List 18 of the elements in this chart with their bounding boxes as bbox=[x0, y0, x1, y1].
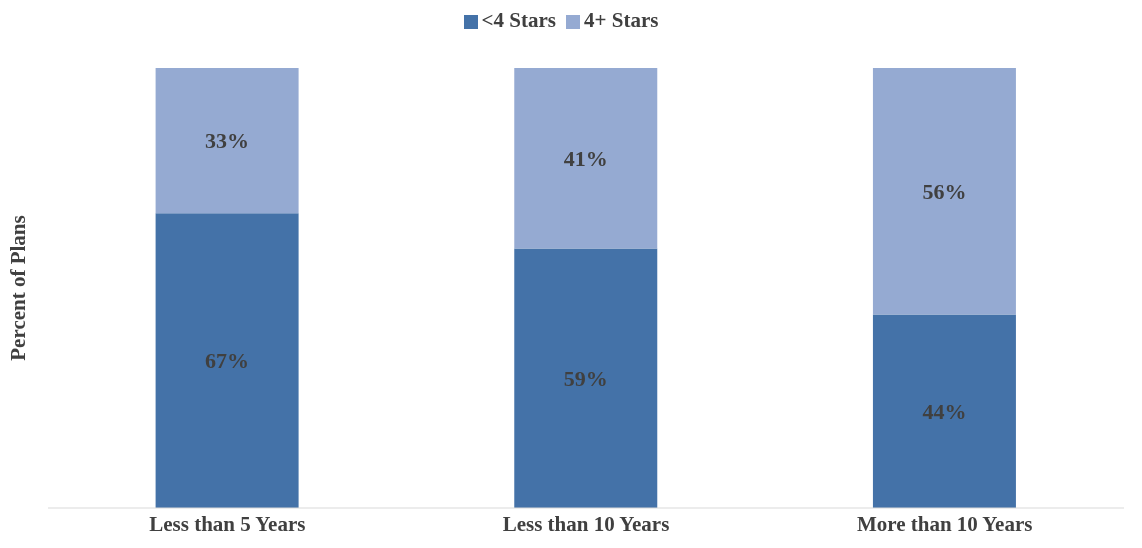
data-label: 41% bbox=[563, 145, 608, 171]
data-label: 33% bbox=[205, 128, 250, 154]
data-label: 56% bbox=[922, 178, 967, 204]
bar bbox=[155, 68, 299, 214]
legend-label: 4+ Stars bbox=[584, 8, 659, 32]
bar bbox=[872, 68, 1016, 315]
y-axis-title: Percent of Plans bbox=[6, 215, 31, 361]
bar bbox=[514, 68, 658, 249]
x-tick-label: Less than 5 Years bbox=[149, 511, 306, 536]
bar bbox=[514, 248, 658, 508]
data-label: 67% bbox=[205, 348, 250, 374]
bar bbox=[872, 314, 1016, 508]
data-label: 44% bbox=[922, 398, 967, 424]
x-tick-label: Less than 10 Years bbox=[502, 511, 670, 536]
data-label: 59% bbox=[563, 365, 608, 391]
legend-label: <4 Stars bbox=[481, 8, 556, 32]
bar bbox=[155, 213, 299, 508]
x-tick-label: More than 10 Years bbox=[856, 511, 1033, 536]
